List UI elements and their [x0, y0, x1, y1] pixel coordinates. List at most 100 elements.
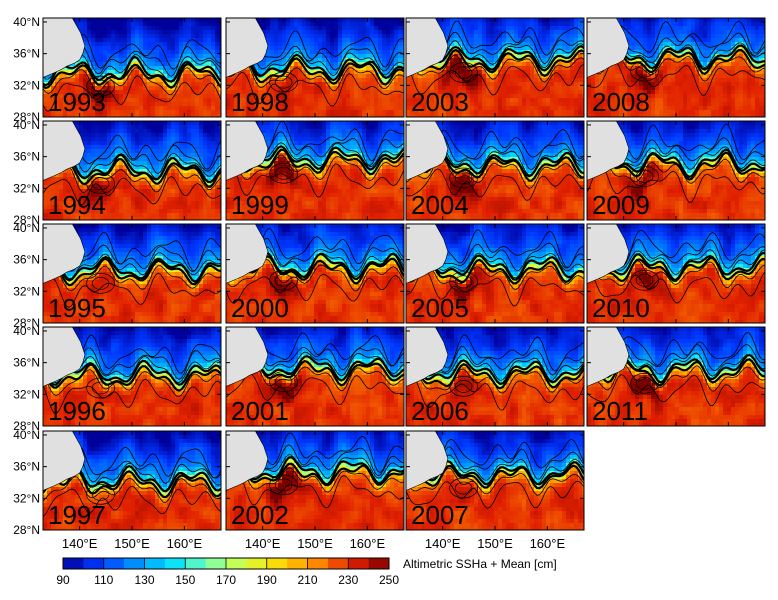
year-label: 2003 — [411, 87, 469, 117]
contour-line — [43, 67, 221, 96]
year-label: 2004 — [411, 190, 469, 220]
colorbar-tick-label: 210 — [297, 573, 317, 587]
panel-field — [226, 121, 404, 220]
eddy-contour — [274, 478, 293, 492]
panel-2002: 2002 — [225, 430, 405, 531]
panel-2007: 2007 — [405, 430, 585, 531]
year-label: 2001 — [231, 396, 289, 426]
colorbar-segment — [287, 558, 308, 569]
contour-line — [43, 363, 221, 392]
eddy-contour — [449, 477, 478, 499]
colorbar-segment — [368, 558, 390, 569]
contour-line — [587, 155, 765, 184]
contour-line — [226, 373, 404, 405]
contour-line — [43, 158, 221, 188]
lon-tick-label: 150°E — [114, 536, 150, 551]
eddy-contour — [91, 381, 110, 395]
year-label: 1993 — [48, 87, 106, 117]
contour-line — [587, 255, 765, 283]
panel-2001: 2001 — [225, 326, 405, 427]
land-mask — [406, 18, 449, 78]
eddy-contour — [635, 64, 654, 78]
colorbar-segment — [246, 558, 268, 569]
contour-line — [226, 462, 404, 487]
panel-field — [226, 327, 404, 426]
year-label: 2002 — [231, 500, 289, 530]
land-mask — [226, 431, 269, 491]
panel-1993: 1993 — [42, 17, 222, 118]
contour-line — [587, 150, 765, 181]
eddy-contour — [269, 371, 298, 392]
contour-line — [406, 54, 584, 83]
panel-field — [587, 121, 765, 220]
eddy-contour — [635, 170, 654, 183]
panel-2010: 2010 — [586, 223, 766, 324]
land-mask — [226, 121, 269, 181]
colorbar-tick-label: 90 — [56, 573, 70, 587]
lat-tick-label: 28°N — [13, 419, 40, 433]
year-label: 2007 — [411, 500, 469, 530]
panel-2006: 2006 — [405, 326, 585, 427]
panel-field — [43, 224, 221, 323]
lon-tick-label: 160°E — [350, 536, 386, 551]
contour-line — [406, 367, 584, 394]
lat-tick-label: 36°N — [13, 253, 40, 267]
lon-tick-label: 140°E — [62, 536, 98, 551]
lat-tick-label: 28°N — [13, 316, 40, 330]
eddy-contour — [274, 375, 293, 388]
land-mask — [406, 431, 449, 491]
colorbar-tick-label: 110 — [94, 573, 113, 587]
lat-tick-label: 40°N — [13, 15, 40, 29]
land-mask — [406, 121, 449, 181]
lat-tick-label: 40°N — [13, 221, 40, 235]
panel-field — [406, 18, 584, 117]
contour-line — [406, 62, 584, 96]
contour-line — [406, 261, 584, 291]
contour-line — [587, 374, 765, 407]
eddy-contour — [86, 173, 115, 194]
eddy-contour — [449, 167, 478, 189]
eddy-contour — [635, 273, 654, 287]
eddy-contour — [274, 273, 293, 287]
contour-line — [43, 244, 221, 273]
year-label: 1994 — [48, 190, 106, 220]
panel-field — [587, 18, 765, 117]
lat-tick-label: 32°N — [13, 284, 40, 298]
eddy-contour — [630, 166, 659, 187]
colorbar-label: Altimetric SSHa + Mean [cm] — [403, 557, 557, 571]
lon-tick-label: 150°E — [297, 536, 333, 551]
contour-line — [587, 267, 765, 304]
lat-tick-label: 40°N — [13, 324, 40, 338]
contour-line — [43, 369, 221, 398]
colorbar-segment — [348, 558, 369, 569]
eddy-contour — [86, 273, 115, 294]
panel-2004: 2004 — [405, 120, 585, 221]
colorbar-segment — [164, 558, 186, 569]
lat-tick-label: 28°N — [13, 110, 40, 124]
panel-field — [406, 224, 584, 323]
eddy-contour — [449, 376, 478, 397]
eddy-contour — [635, 376, 654, 390]
colorbar-segment — [205, 558, 227, 569]
lon-tick-label: 160°E — [530, 536, 566, 551]
lat-tick-label: 32°N — [13, 181, 40, 195]
contour-line — [587, 163, 765, 203]
colorbar-segment — [185, 558, 206, 569]
eddy-contour — [86, 75, 115, 97]
panel-2000: 2000 — [225, 223, 405, 324]
colorbar-segment — [63, 558, 84, 569]
land-mask — [43, 224, 86, 284]
land-mask — [587, 121, 630, 181]
contour-line — [226, 472, 404, 509]
contour-line — [226, 49, 404, 77]
axes: 40°N 36°N 32°N 36°N 32°N 28°N 36°N 32°N 28°N 36°N… — [13, 15, 565, 551]
contour-line — [226, 53, 404, 82]
colorbar-segment — [307, 558, 329, 569]
lon-tick-label: 140°E — [245, 536, 281, 551]
colorbar-segment — [83, 558, 105, 569]
year-label: 1996 — [48, 396, 106, 426]
eddy-contour — [274, 166, 293, 180]
contour-line — [406, 464, 584, 490]
contour-line — [226, 57, 404, 86]
contour-line — [226, 62, 404, 92]
